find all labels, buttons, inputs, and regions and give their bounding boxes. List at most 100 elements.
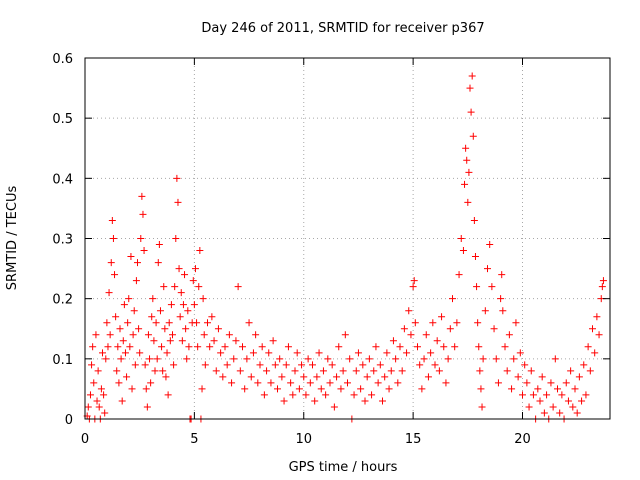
data-point bbox=[228, 379, 236, 387]
data-point bbox=[372, 343, 380, 351]
y-tick-label: 0.6 bbox=[52, 52, 73, 67]
data-point bbox=[519, 391, 526, 399]
data-point bbox=[252, 331, 260, 339]
data-point bbox=[93, 397, 101, 405]
data-point bbox=[90, 379, 98, 387]
data-point bbox=[99, 349, 106, 357]
data-point bbox=[516, 349, 524, 357]
data-point bbox=[195, 283, 203, 291]
data-point bbox=[234, 283, 242, 291]
data-point bbox=[438, 313, 446, 321]
data-point bbox=[84, 403, 92, 411]
data-point bbox=[315, 349, 323, 357]
data-point bbox=[442, 379, 450, 387]
data-point bbox=[521, 361, 529, 369]
data-point bbox=[124, 319, 132, 327]
data-point bbox=[149, 295, 157, 303]
x-tick-label: 15 bbox=[405, 432, 422, 447]
data-point bbox=[102, 355, 110, 363]
data-point bbox=[385, 385, 393, 393]
data-point bbox=[389, 337, 397, 345]
data-point bbox=[254, 379, 262, 387]
data-point bbox=[534, 385, 542, 393]
data-point bbox=[330, 403, 338, 411]
data-point bbox=[291, 367, 299, 375]
data-point bbox=[479, 355, 487, 363]
data-point bbox=[118, 397, 126, 405]
data-point bbox=[92, 331, 100, 339]
x-axis-ticks: 0 5 10 15 20 bbox=[81, 58, 531, 447]
data-point bbox=[223, 361, 231, 369]
data-point bbox=[469, 132, 477, 140]
data-point bbox=[547, 379, 555, 387]
data-point bbox=[462, 144, 470, 152]
data-point bbox=[578, 397, 586, 405]
data-point bbox=[361, 397, 369, 405]
data-point bbox=[100, 391, 108, 399]
data-point bbox=[169, 331, 176, 339]
data-point bbox=[536, 397, 544, 405]
data-point bbox=[95, 403, 103, 411]
data-point bbox=[298, 361, 306, 369]
data-point bbox=[247, 373, 255, 381]
data-point bbox=[394, 379, 402, 387]
data-point bbox=[304, 355, 312, 363]
x-axis-label: GPS time / hours bbox=[289, 460, 398, 475]
data-point bbox=[214, 325, 222, 333]
data-point bbox=[475, 343, 483, 351]
data-point bbox=[88, 361, 96, 369]
data-point bbox=[322, 391, 330, 399]
data-point bbox=[151, 367, 159, 375]
data-point bbox=[232, 337, 240, 345]
data-point bbox=[104, 343, 112, 351]
data-point bbox=[514, 373, 522, 381]
data-point bbox=[282, 361, 290, 369]
data-point bbox=[129, 331, 137, 339]
data-point bbox=[484, 265, 491, 273]
data-point bbox=[106, 331, 114, 339]
data-point bbox=[562, 379, 570, 387]
data-point bbox=[136, 349, 144, 357]
data-point bbox=[510, 355, 518, 363]
data-point bbox=[418, 385, 426, 393]
data-point bbox=[580, 361, 588, 369]
data-point bbox=[538, 373, 546, 381]
data-point bbox=[508, 385, 516, 393]
data-point bbox=[477, 385, 485, 393]
data-point bbox=[567, 367, 575, 375]
data-point bbox=[326, 379, 334, 387]
data-point bbox=[381, 373, 389, 381]
data-point bbox=[173, 174, 181, 182]
data-point bbox=[551, 355, 559, 363]
data-point bbox=[309, 361, 316, 369]
data-point bbox=[352, 367, 360, 375]
data-point bbox=[468, 72, 476, 80]
data-point bbox=[359, 361, 367, 369]
data-point bbox=[135, 325, 143, 333]
grid-lines bbox=[85, 58, 610, 419]
data-point bbox=[525, 403, 533, 411]
data-point bbox=[287, 379, 295, 387]
data-point bbox=[182, 325, 190, 333]
data-point bbox=[163, 349, 171, 357]
data-point bbox=[199, 295, 207, 303]
data-point bbox=[429, 319, 437, 327]
data-point bbox=[113, 367, 121, 375]
data-point bbox=[498, 271, 506, 279]
data-point bbox=[575, 373, 583, 381]
data-point bbox=[383, 349, 391, 357]
data-point bbox=[473, 283, 481, 291]
data-point bbox=[120, 301, 128, 309]
data-point bbox=[471, 253, 479, 261]
data-point bbox=[465, 168, 473, 176]
data-point bbox=[276, 355, 284, 363]
data-point bbox=[411, 319, 419, 327]
y-tick-label: 0 bbox=[65, 413, 73, 428]
data-point bbox=[256, 361, 264, 369]
data-point bbox=[141, 361, 149, 369]
data-point bbox=[196, 247, 204, 255]
data-point bbox=[435, 367, 443, 375]
data-point bbox=[184, 307, 192, 315]
data-point bbox=[154, 259, 162, 267]
